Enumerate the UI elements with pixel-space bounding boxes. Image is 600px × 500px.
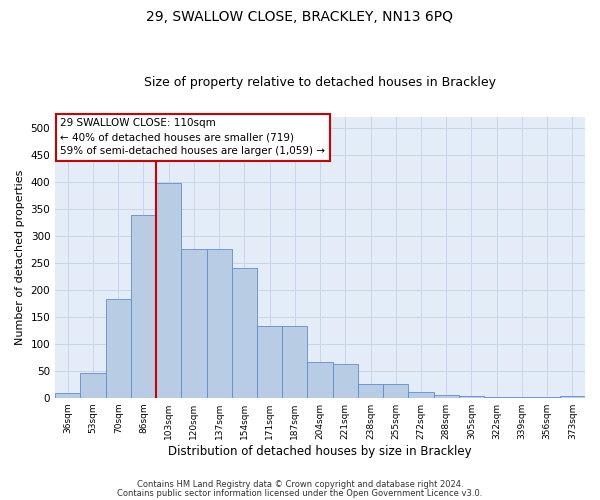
Bar — [332, 364, 358, 398]
Text: 29, SWALLOW CLOSE, BRACKLEY, NN13 6PQ: 29, SWALLOW CLOSE, BRACKLEY, NN13 6PQ — [146, 10, 454, 24]
Bar — [55, 394, 80, 398]
Bar — [206, 250, 232, 398]
Bar — [509, 397, 535, 398]
Text: Contains public sector information licensed under the Open Government Licence v3: Contains public sector information licen… — [118, 488, 482, 498]
Bar — [106, 300, 131, 398]
Y-axis label: Number of detached properties: Number of detached properties — [15, 170, 25, 345]
Title: Size of property relative to detached houses in Brackley: Size of property relative to detached ho… — [144, 76, 496, 90]
Bar — [560, 396, 585, 398]
Bar — [484, 396, 509, 398]
Bar — [257, 326, 282, 398]
Bar — [156, 183, 181, 398]
Bar — [358, 384, 383, 398]
Bar — [131, 216, 156, 398]
X-axis label: Distribution of detached houses by size in Brackley: Distribution of detached houses by size … — [168, 444, 472, 458]
Text: 29 SWALLOW CLOSE: 110sqm
← 40% of detached houses are smaller (719)
59% of semi-: 29 SWALLOW CLOSE: 110sqm ← 40% of detach… — [61, 118, 325, 156]
Bar — [282, 326, 307, 398]
Bar — [434, 395, 459, 398]
Bar — [181, 250, 206, 398]
Bar — [459, 396, 484, 398]
Bar — [80, 373, 106, 398]
Text: Contains HM Land Registry data © Crown copyright and database right 2024.: Contains HM Land Registry data © Crown c… — [137, 480, 463, 489]
Bar — [409, 392, 434, 398]
Bar — [307, 362, 332, 398]
Bar — [535, 397, 560, 398]
Bar — [232, 268, 257, 398]
Bar — [383, 384, 409, 398]
